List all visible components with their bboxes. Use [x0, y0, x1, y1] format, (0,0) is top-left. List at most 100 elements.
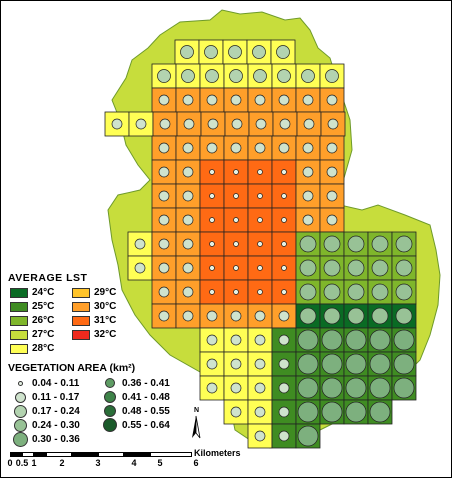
vegetation-area-circle	[182, 286, 194, 298]
vegetation-area-circle	[206, 358, 218, 370]
vegetation-label: 0.24 - 0.30	[32, 419, 80, 431]
vegetation-area-circle	[230, 358, 242, 370]
vegetation-area-circle	[134, 238, 146, 250]
lst-swatch	[72, 287, 90, 298]
legend: AVERAGE LST 24°C 29°C 25°C 30°C 26°C 31°C 27°C…	[8, 272, 198, 447]
lst-legend-item: 29°C	[72, 287, 132, 298]
vegetation-area-circle	[158, 286, 170, 298]
vegetation-area-circle	[158, 310, 170, 322]
scale-tick-label: 4	[131, 458, 137, 468]
vegetation-area-circle	[182, 310, 194, 322]
vegetation-label: 0.41 - 0.48	[122, 391, 170, 403]
north-arrow-icon	[192, 415, 201, 439]
vegetation-legend-item: 0.24 - 0.30	[12, 418, 102, 432]
vegetation-area-circle	[371, 259, 389, 277]
vegetation-area-circle	[299, 283, 317, 301]
vegetation-area-circle	[254, 430, 266, 442]
lst-grid-cell	[175, 183, 201, 209]
vegetation-area-circle	[159, 118, 171, 130]
vegetation-area-circle	[182, 214, 194, 226]
vegetation-area-circle	[183, 118, 195, 130]
lst-label: 28°C	[32, 343, 55, 354]
vegetation-legend-item: 0.30 - 0.36	[12, 431, 102, 447]
lst-swatch	[10, 315, 28, 326]
vegetation-area-circle	[302, 94, 314, 106]
scale-tick-label: 5	[157, 458, 163, 468]
vegetation-area-circle	[321, 377, 343, 399]
vegetation-area-circle	[209, 217, 215, 223]
vegetation-area-circle	[345, 377, 367, 399]
lst-swatch	[10, 329, 28, 340]
vegetation-area-circle	[395, 259, 413, 277]
vegetation-area-circle	[182, 166, 194, 178]
vegetation-area-circle	[371, 307, 389, 325]
vegetation-area-circle	[301, 69, 315, 83]
vegetation-area-circle	[255, 118, 267, 130]
vegetation-area-circle	[180, 45, 194, 59]
lst-legend-item: 25°C	[10, 301, 70, 312]
vegetation-area-circle	[297, 401, 319, 423]
scale-bar-segment	[72, 452, 98, 457]
vegetation-legend-item: 0.11 - 0.17	[12, 391, 102, 403]
vegetation-area-circle	[254, 94, 266, 106]
lst-swatch	[10, 343, 28, 354]
scale-bar-segment	[10, 452, 22, 457]
scale-tick-label: 1	[31, 458, 37, 468]
vegetation-legend: 0.04 - 0.11 0.36 - 0.41 0.11 - 0.17 0.41 - …	[12, 377, 198, 447]
vegetation-area-circle	[321, 401, 343, 423]
scale-bar-segment	[34, 452, 46, 457]
north-label: N	[194, 407, 200, 414]
vegetation-area-circle	[134, 262, 146, 274]
vegetation-area-circle	[297, 353, 319, 375]
scale-bar-segment	[124, 452, 150, 457]
vegetation-area-circle	[281, 289, 287, 295]
vegetation-area-circle	[369, 401, 391, 423]
vegetation-area-circle	[257, 193, 263, 199]
vegetation-area-circle	[158, 214, 170, 226]
lst-swatch	[72, 329, 90, 340]
vegetation-area-circle	[347, 235, 365, 253]
vegetation-label: 0.36 - 0.41	[122, 377, 170, 389]
vegetation-area-circle	[278, 358, 290, 370]
vegetation-circle-icon	[105, 378, 115, 388]
vegetation-circle-icon	[13, 418, 27, 432]
vegetation-area-circle	[393, 377, 415, 399]
vegetation-label: 0.04 - 0.11	[32, 377, 80, 389]
scale-bar-segment	[22, 452, 34, 457]
vegetation-circle-icon	[14, 391, 26, 403]
vegetation-area-circle	[207, 118, 219, 130]
vegetation-area-circle	[347, 259, 365, 277]
vegetation-area-circle	[230, 310, 242, 322]
vegetation-area-circle	[206, 142, 218, 154]
lst-legend-item: 32°C	[72, 329, 132, 340]
vegetation-label: 0.55 - 0.64	[122, 419, 170, 431]
vegetation-area-circle	[209, 265, 215, 271]
vegetation-area-circle	[278, 310, 290, 322]
vegetation-area-circle	[252, 45, 266, 59]
vegetation-area-circle	[278, 334, 290, 346]
lst-label: 27°C	[32, 329, 55, 340]
vegetation-area-circle	[205, 69, 219, 83]
vegetation-area-circle	[297, 377, 319, 399]
lst-label: 25°C	[32, 301, 55, 312]
scale-bar-segment	[98, 452, 124, 457]
vegetation-area-circle	[323, 307, 341, 325]
vegetation-area-circle	[230, 142, 242, 154]
vegetation-area-circle	[297, 425, 319, 447]
vegetation-area-circle	[276, 45, 290, 59]
vegetation-area-circle	[182, 190, 194, 202]
vegetation-area-circle	[369, 353, 391, 375]
vegetation-area-circle	[158, 166, 170, 178]
vegetation-area-circle	[204, 45, 218, 59]
vegetation-label: 0.17 - 0.24	[32, 405, 80, 417]
vegetation-area-circle	[345, 329, 367, 351]
vegetation-label: 0.48 - 0.55	[122, 405, 170, 417]
vegetation-area-circle	[229, 69, 243, 83]
vegetation-area-circle	[326, 190, 338, 202]
lst-legend: 24°C 29°C 25°C 30°C 26°C 31°C 27°C 32°C 28°C	[10, 287, 198, 354]
vegetation-area-circle	[111, 118, 123, 130]
vegetation-area-circle	[257, 265, 263, 271]
lst-grid-cell	[271, 159, 297, 185]
vegetation-area-circle	[230, 94, 242, 106]
lst-legend-item: 26°C	[10, 315, 70, 326]
